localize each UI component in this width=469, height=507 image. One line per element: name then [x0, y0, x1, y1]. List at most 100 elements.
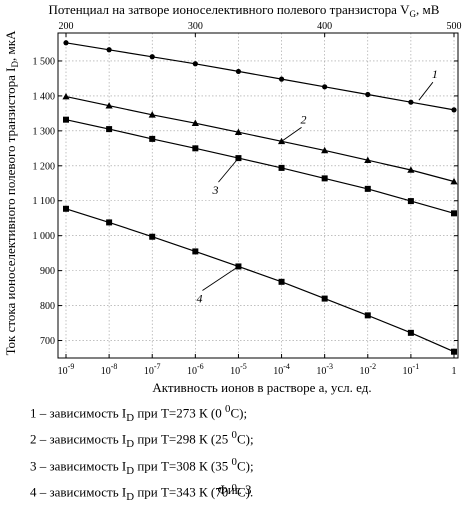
data-point-1 — [451, 107, 457, 113]
data-point-4 — [192, 248, 199, 255]
y-tick-label: 900 — [40, 266, 55, 277]
x-tick-label: 10-1 — [403, 362, 420, 377]
data-point-3 — [278, 164, 285, 171]
curve-labels: 1 2 3 4 — [196, 67, 437, 305]
y-axis-label-subscript: D — [10, 61, 20, 68]
legend-subscript: D — [126, 464, 135, 477]
data-point-1 — [365, 91, 371, 98]
x-tick-label: 10-9 — [58, 362, 75, 377]
curve-leader-1 — [418, 81, 434, 101]
y-axis-label: Ток стока ионоселективного полевого тран… — [3, 30, 20, 355]
chart-title-unit: , мВ — [416, 2, 440, 17]
y-tick-label: 1 500 — [33, 56, 56, 67]
y-tick-label: 1 200 — [33, 161, 56, 172]
top-tick-label: 500 — [447, 21, 462, 32]
figure-caption: Фиг. 3 — [217, 482, 252, 497]
series-line-2 — [65, 96, 455, 183]
data-point-4 — [407, 329, 414, 336]
y-tick-label: 700 — [40, 336, 55, 347]
curve-leader-3 — [218, 157, 239, 183]
data-point-4 — [321, 295, 328, 302]
top-tick-label: 400 — [317, 21, 332, 32]
legend-mid: при Т=298 К (25 — [134, 431, 232, 447]
y-tick-label: 1 400 — [33, 91, 56, 102]
y-axis-label-unit: , мкА — [3, 30, 18, 61]
legend-item: 4 – зависимость ID при Т=343 К (70 0C). — [30, 480, 254, 506]
legend-prefix: 4 – зависимость I — [30, 484, 127, 500]
data-point-3 — [106, 126, 113, 133]
data-point-2 — [234, 128, 243, 136]
data-point-3 — [451, 210, 457, 217]
data-point-3 — [149, 135, 156, 142]
data-point-4 — [149, 233, 156, 240]
tick-labels: 700 800 900 1 000 1 100 1 200 1 300 1 400 1 500 2… — [33, 21, 462, 377]
legend-item: 3 – зависимость ID при Т=308 К (35 0C); — [30, 454, 254, 480]
curve-leader-4 — [202, 266, 239, 291]
legend-mid: при Т=273 К (0 — [134, 405, 226, 421]
data-point-4 — [63, 205, 69, 212]
legend-mid: при Т=343 К (70 — [134, 484, 232, 500]
series-layer — [62, 40, 458, 355]
curve-label-4: 4 — [196, 291, 202, 305]
curve-label-3: 3 — [211, 183, 218, 197]
top-tick-label: 300 — [188, 21, 203, 32]
x-tick-label: 10-6 — [187, 362, 204, 377]
x-tick-label: 10-5 — [230, 362, 247, 377]
y-tick-label: 800 — [40, 301, 55, 312]
data-point-2 — [191, 119, 199, 126]
data-point-1 — [278, 76, 285, 82]
data-point-2 — [321, 146, 329, 154]
legend-subscript: D — [126, 438, 135, 451]
data-point-1 — [192, 61, 198, 67]
chart-title-subscript: G — [410, 9, 417, 19]
grid — [58, 33, 458, 358]
y-tick-label: 1 100 — [33, 196, 56, 207]
data-point-4 — [451, 348, 457, 355]
data-point-4 — [364, 312, 371, 319]
legend-prefix: 3 – зависимость I — [30, 458, 127, 474]
top-tick-label: 200 — [59, 21, 74, 32]
chart-title: Потенциал на затворе ионоселективного по… — [49, 2, 440, 19]
legend-superscript: 0 — [231, 455, 237, 468]
curve-leader-2 — [281, 126, 302, 142]
data-point-2 — [148, 111, 156, 118]
data-point-1 — [235, 68, 242, 75]
legend-item: 2 – зависимость ID при Т=298 К (25 0C); — [30, 427, 254, 453]
curve-label-2: 2 — [301, 112, 307, 126]
data-point-3 — [192, 145, 199, 152]
legend-prefix: 1 – зависимость I — [30, 405, 127, 421]
legend-item: 1 – зависимость ID при Т=273 К (0 0C); — [30, 401, 254, 427]
curve-label-1: 1 — [432, 67, 438, 81]
data-point-3 — [407, 198, 414, 205]
legend: 1 – зависимость ID при Т=273 К (0 0C); 2… — [30, 401, 254, 507]
x-axis-label: Активность ионов в растворе a, усл. ед. — [152, 380, 371, 395]
data-point-3 — [321, 175, 328, 182]
data-point-3 — [364, 185, 371, 192]
x-tick-label: 10-2 — [359, 362, 376, 377]
legend-suffix: C). — [236, 484, 254, 500]
data-point-1 — [149, 54, 155, 60]
x-tick-label: 10-8 — [101, 362, 118, 377]
x-tick-label: 1 — [452, 366, 457, 377]
data-point-1 — [408, 99, 414, 105]
chart-title-text: Потенциал на затворе ионоселективного по… — [49, 2, 411, 17]
series-line-4 — [65, 208, 455, 353]
legend-subscript: D — [126, 411, 135, 424]
series-line-3 — [65, 119, 455, 214]
data-point-1 — [322, 84, 328, 90]
data-point-2 — [62, 93, 70, 100]
data-point-1 — [63, 40, 69, 46]
legend-prefix: 2 – зависимость I — [30, 431, 127, 447]
legend-suffix: C); — [230, 405, 248, 421]
plot-frame — [57, 32, 459, 359]
legend-mid: при Т=308 К (35 — [134, 458, 232, 474]
legend-suffix: C); — [236, 431, 254, 447]
data-point-3 — [63, 116, 69, 123]
data-point-1 — [106, 47, 112, 53]
y-tick-label: 1 000 — [33, 231, 56, 242]
data-point-4 — [106, 219, 113, 226]
data-point-2 — [364, 156, 372, 164]
data-point-2 — [407, 166, 415, 173]
x-tick-label: 10-4 — [273, 362, 290, 377]
legend-subscript: D — [126, 491, 135, 504]
